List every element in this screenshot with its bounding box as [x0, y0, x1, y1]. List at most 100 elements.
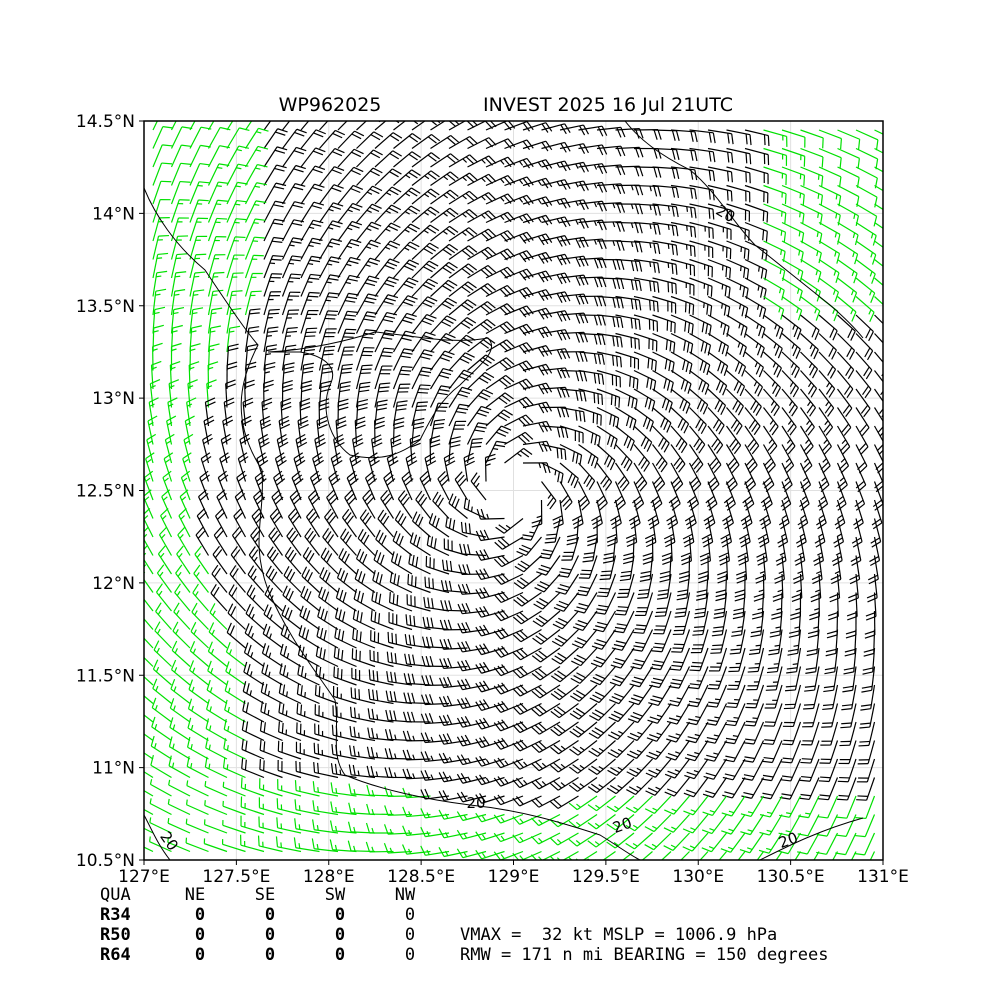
wind-barb [463, 452, 475, 482]
wind-barb [559, 217, 589, 229]
wind-barb [874, 314, 883, 325]
wind-barb [280, 397, 292, 427]
wind-barb [374, 132, 403, 149]
wind-barb [152, 234, 170, 260]
wind-barb [873, 407, 883, 437]
wind-barb [443, 538, 468, 557]
wind-barb [281, 255, 303, 279]
wind-barb [411, 260, 439, 279]
wind-barb [318, 220, 343, 242]
wind-barb [281, 326, 298, 353]
table-cell: 0 [265, 905, 275, 925]
wind-barb [781, 296, 803, 321]
wind-barb [484, 453, 496, 482]
wind-barb [744, 129, 770, 147]
wind-barb [411, 242, 439, 260]
wind-barb [147, 415, 158, 445]
wind-barb [393, 121, 422, 131]
wind-barb [337, 292, 359, 316]
wind-barb [207, 121, 215, 131]
wind-barb [763, 295, 785, 320]
wind-barb [170, 253, 188, 279]
wind-barb [615, 332, 640, 350]
wind-barb [615, 369, 639, 390]
wind-barb [448, 208, 478, 224]
wind-barb [470, 472, 487, 501]
wind-barb [263, 273, 283, 297]
wind-barb [763, 203, 787, 224]
wind-barb [300, 291, 320, 316]
wind-barb [374, 258, 400, 279]
wind-barb [300, 380, 313, 408]
wind-barb [718, 536, 731, 566]
wind-barb [437, 471, 450, 501]
wind-barb [541, 310, 571, 322]
wind-barb [291, 470, 304, 501]
wind-barb [778, 499, 790, 530]
wind-barb [157, 545, 173, 575]
wind-barb [346, 470, 359, 501]
wind-barb [707, 258, 732, 279]
wind-barb [578, 332, 606, 346]
wind-barb [411, 152, 440, 168]
wind-barb [411, 296, 438, 316]
wind-barb [337, 184, 364, 205]
wind-barb [836, 425, 851, 455]
wind-barb [355, 293, 379, 316]
wind-barb [411, 349, 435, 371]
wind-barb [170, 306, 185, 334]
wind-barb [281, 309, 300, 334]
wind-barb [744, 147, 770, 166]
wind-barb [872, 481, 883, 511]
wind-barb [158, 526, 173, 556]
wind-barb [324, 508, 339, 538]
wind-barb [300, 121, 310, 131]
wind-barb [226, 325, 241, 353]
wind-barb [504, 414, 534, 427]
wind-barb [855, 425, 869, 455]
wind-barb [800, 184, 824, 206]
wind-barb [744, 295, 767, 320]
wind-barb [362, 489, 376, 519]
wind-barb [522, 140, 553, 152]
wind-barb [781, 129, 806, 148]
wind-barb [263, 236, 285, 260]
x-tick-label: 129.5°E [572, 867, 640, 887]
wind-barb [430, 171, 459, 186]
wind-barb [720, 518, 732, 548]
wind-barb [813, 536, 825, 566]
wind-barb [182, 452, 192, 482]
wind-barb [633, 314, 659, 332]
wind-barb [374, 276, 399, 297]
wind-barb [615, 314, 641, 330]
wind-barb [226, 361, 238, 390]
wind-barb [359, 509, 376, 538]
wind-barb [319, 184, 344, 205]
wind-barb [189, 162, 211, 186]
wind-barb [429, 367, 454, 390]
wind-barb [874, 277, 883, 286]
wind-barb [800, 166, 824, 187]
wind-barb [670, 425, 688, 454]
wind-barb [281, 183, 306, 205]
wind-barb [355, 548, 376, 575]
wind-barb [559, 425, 584, 444]
wind-barb [150, 360, 162, 390]
wind-barb [504, 139, 534, 151]
wind-barb [189, 217, 209, 242]
wind-barb [226, 181, 248, 205]
wind-barb [339, 528, 357, 556]
wind-barb [707, 370, 728, 396]
wind-barb [707, 240, 732, 260]
wind-barb [393, 205, 421, 223]
wind-barb [834, 499, 846, 530]
table-cell: 0 [195, 945, 205, 965]
wind-barb [161, 489, 173, 519]
wind-barb [390, 551, 413, 575]
y-tick-label: 13°N [92, 389, 135, 409]
wind-barb [236, 470, 247, 501]
wind-barb [504, 447, 533, 464]
wind-barb [615, 165, 644, 177]
wind-barb [448, 403, 470, 427]
y-tick-label: 14.5°N [76, 112, 135, 132]
